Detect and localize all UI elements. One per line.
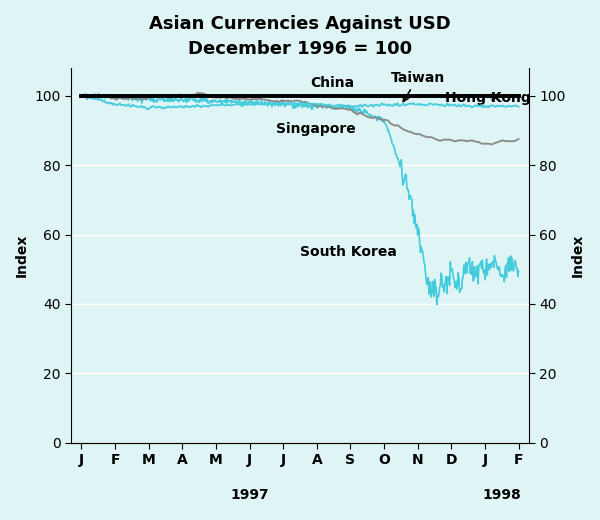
- Text: China: China: [310, 76, 354, 90]
- Text: South Korea: South Korea: [300, 245, 397, 259]
- Text: Hong Kong: Hong Kong: [445, 91, 530, 105]
- Text: 1998: 1998: [482, 488, 521, 502]
- Text: 1997: 1997: [230, 488, 269, 502]
- Text: Singapore: Singapore: [277, 122, 356, 136]
- Y-axis label: Index: Index: [15, 233, 29, 277]
- Y-axis label: Index: Index: [571, 233, 585, 277]
- Text: Taiwan: Taiwan: [391, 71, 445, 101]
- Title: Asian Currencies Against USD
December 1996 = 100: Asian Currencies Against USD December 19…: [149, 15, 451, 58]
